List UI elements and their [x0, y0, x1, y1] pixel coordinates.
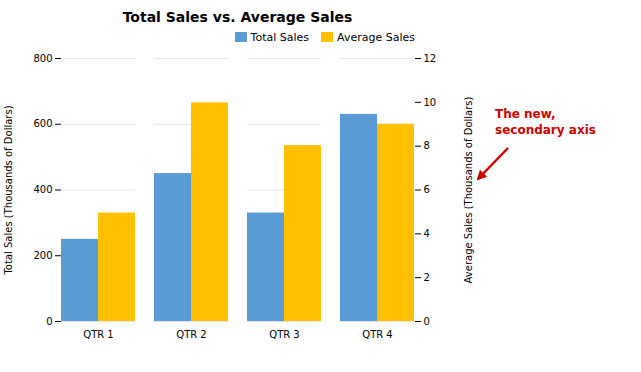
html-text:The new,: The new,: [495, 107, 556, 121]
svg-text:12: 12: [424, 53, 437, 64]
svg-text:600: 600: [33, 118, 52, 129]
svg-text:8: 8: [424, 140, 430, 151]
svg-text:4: 4: [424, 228, 430, 239]
html-text:Average Sales: Average Sales: [337, 30, 415, 44]
svg-text:Average Sales (Thousands of Do: Average Sales (Thousands of Dollars): [463, 97, 474, 284]
svg-text:QTR 1: QTR 1: [83, 329, 113, 340]
svg-text:2: 2: [424, 272, 430, 283]
svg-text:6: 6: [424, 184, 430, 195]
html-text:secondary axis: secondary axis: [495, 123, 596, 137]
svg-text:800: 800: [33, 53, 52, 64]
svg-text:0: 0: [46, 316, 52, 327]
svg-text:QTR 2: QTR 2: [176, 329, 206, 340]
svg-text:200: 200: [33, 250, 52, 261]
svg-text:QTR 4: QTR 4: [362, 329, 392, 340]
html-text:Total Sales vs. Average Sales: Total Sales vs. Average Sales: [122, 9, 353, 25]
svg-text:400: 400: [33, 184, 52, 195]
svg-text:Total Sales (Thousands of Doll: Total Sales (Thousands of Dollars): [3, 105, 14, 275]
svg-text:10: 10: [424, 97, 437, 108]
html-text:Total Sales: Total Sales: [250, 30, 309, 44]
svg-text:0: 0: [424, 316, 430, 327]
svg-text:QTR 3: QTR 3: [269, 329, 299, 340]
